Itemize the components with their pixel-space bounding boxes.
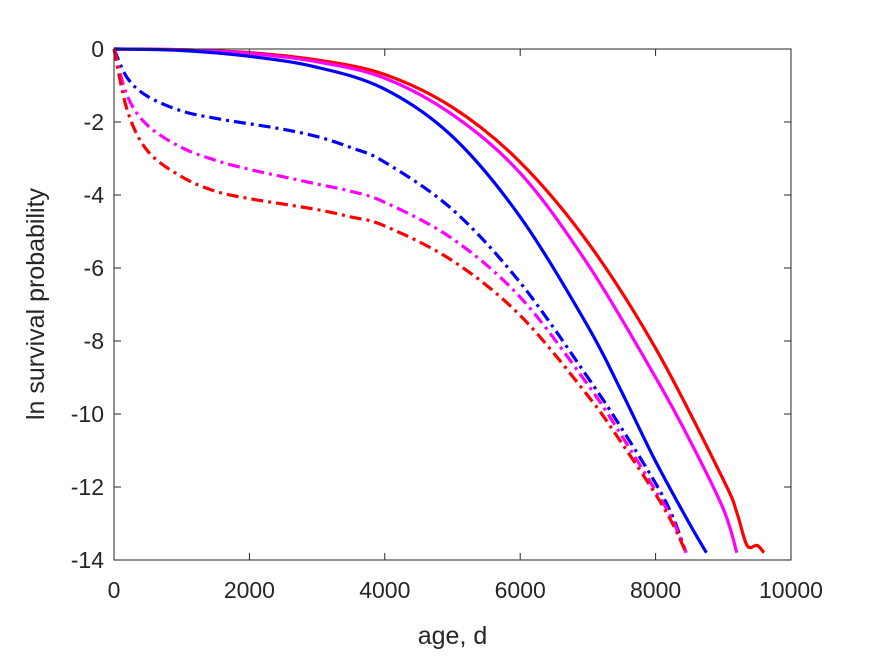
y-tick-label: -14 xyxy=(71,547,104,573)
y-tick-label: -6 xyxy=(84,255,104,281)
x-tick-label: 4000 xyxy=(359,577,410,603)
x-axis-label: age, d xyxy=(418,622,488,650)
y-tick-label: -12 xyxy=(71,474,104,500)
plot-area xyxy=(114,49,791,560)
y-tick-label: -8 xyxy=(84,328,104,354)
x-tick-label: 8000 xyxy=(630,577,681,603)
plot-frame xyxy=(113,48,792,561)
x-tick-label: 0 xyxy=(108,577,121,603)
ticks-layer: 0 2000 4000 6000 8000 10000 0 -2 -4 -6 -8 -10 -12 -14 xyxy=(71,36,823,603)
x-tick-label: 10000 xyxy=(759,577,823,603)
series-line-4 xyxy=(112,48,688,554)
series-line-3 xyxy=(113,47,708,554)
x-tick-label: 2000 xyxy=(224,577,275,603)
y-tick-label: 0 xyxy=(91,36,104,62)
series-line-6 xyxy=(112,48,688,554)
y-tick-label: -4 xyxy=(84,182,105,208)
y-tick-label: -2 xyxy=(84,109,104,135)
y-axis-label: ln survival probability xyxy=(22,187,50,420)
series-line-5 xyxy=(112,48,688,554)
x-tick-label: 6000 xyxy=(495,577,546,603)
y-tick-label: -10 xyxy=(71,401,104,427)
